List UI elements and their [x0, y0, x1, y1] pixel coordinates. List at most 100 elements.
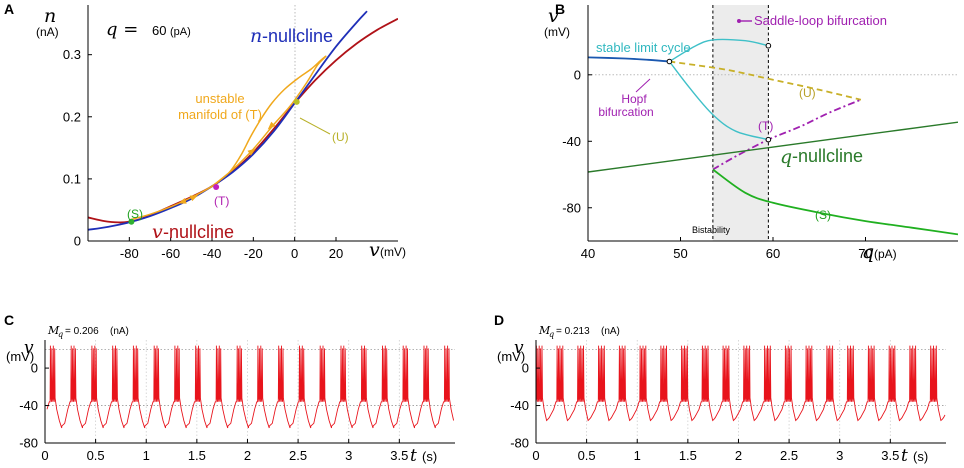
y-axis-unit: (nA) [36, 25, 59, 39]
x-tick-label: -80 [120, 246, 139, 261]
mq-symbol: M [538, 324, 551, 337]
x-tick-label: 1.5 [679, 448, 697, 463]
label-t: (T) [214, 194, 229, 208]
x-axis-unit: (mV) [380, 245, 406, 259]
mq-value: = 0.206 [65, 326, 99, 337]
x-axis-unit: (s) [913, 449, 928, 464]
q-value: 60 [152, 23, 166, 38]
label-u: (U) [332, 130, 349, 144]
equilibrium-point-s [128, 218, 135, 225]
saddle-loop-label: Saddle-loop bifurcation [754, 13, 887, 28]
unstable-manifold-label-line1: unstable [195, 91, 244, 106]
label-u: (U) [799, 86, 816, 100]
manifold-arrow [267, 121, 276, 130]
x-tick-label: 3 [345, 448, 352, 463]
x-axis-symbol: v [369, 239, 380, 261]
x-tick-label: 0 [41, 448, 48, 463]
mq-unit: (nA) [601, 326, 620, 337]
x-tick-label: 1.5 [188, 448, 206, 463]
y-tick-label: 0 [31, 361, 38, 376]
panel-d: D 0 0.5 1 1.5 2 2.5 3 3.5 -80 -40 0 v (mV) t (s) M… [494, 312, 946, 466]
x-tick-label: 60 [766, 246, 780, 261]
panel-letter-c: C [4, 312, 14, 328]
mq-symbol: M [47, 324, 60, 337]
bifurcation-points [666, 42, 772, 143]
y-tick-label: -80 [19, 436, 38, 451]
unstable-manifold-of-t-curve [129, 55, 327, 221]
panel-c: C 0 0.5 1 1.5 2 2.5 3 3.5 -80 -40 0 v (mV) t (s) M… [4, 312, 455, 466]
label-s: (S) [815, 208, 831, 222]
y-tick-label: 0 [74, 234, 81, 249]
equilibrium-points [128, 98, 300, 225]
n-nullcline-curve [88, 10, 368, 231]
y-axis-symbol: v [548, 5, 559, 27]
saddle-loop-bifurcation-point [765, 136, 772, 143]
v-nullcline-label: -nullcline [163, 222, 234, 242]
y-tick-label: 0.3 [63, 47, 81, 62]
label-s: (S) [127, 207, 143, 221]
axis-ticks: 0 0.5 1 1.5 2 2.5 3 3.5 -80 -40 0 [510, 361, 899, 463]
bistability-label: Bistability [692, 225, 731, 235]
x-tick-label: 3 [836, 448, 843, 463]
stable-equilibrium-upper-curve [588, 56, 670, 63]
y-tick-label: 0 [574, 67, 581, 82]
y-tick-label: -40 [562, 134, 581, 149]
x-tick-label: 1 [634, 448, 641, 463]
panel-letter-b: B [555, 1, 565, 17]
q-nullcline-curve [588, 121, 958, 173]
x-tick-label: 2 [244, 448, 251, 463]
saddle-loop-arrow-head [737, 19, 741, 23]
q-unit: (pA) [170, 26, 191, 38]
hopf-label-line1: Hopf [621, 92, 647, 106]
v-nullcline-symbol: v [152, 221, 163, 243]
q-symbol: q = [106, 19, 138, 40]
y-tick-label: 0.2 [63, 109, 81, 124]
x-tick-label: 2 [735, 448, 742, 463]
manifold-arrow [189, 195, 199, 202]
voltage-trace [535, 345, 946, 422]
equilibrium-point-u [293, 98, 300, 105]
panel-letter-d: D [494, 312, 504, 328]
panel-letter-a: A [4, 1, 14, 17]
y-tick-label: -40 [19, 398, 38, 413]
y-axis-unit: (mV) [6, 349, 34, 364]
x-tick-label: 2.5 [780, 448, 798, 463]
x-axis-symbol: t [901, 446, 908, 466]
x-axis-symbol: t [410, 446, 417, 466]
panel-b: B 40 50 60 70 -80 -40 0 v (mV) q (pA) stable l… [544, 1, 958, 263]
label-t: (T) [758, 119, 773, 133]
mq-value: = 0.213 [556, 326, 590, 337]
y-tick-label: 0.1 [63, 171, 81, 186]
x-tick-label: 20 [329, 246, 343, 261]
limit-cycle-label: stable limit cycle [596, 40, 691, 55]
x-tick-label: 3.5 [881, 448, 899, 463]
x-tick-label: 2.5 [289, 448, 307, 463]
manifold-arrow [178, 197, 187, 204]
x-axis-unit: (pA) [874, 247, 897, 261]
unstable-manifold-label-line2: manifold of (T) [178, 107, 262, 122]
y-axis-symbol: n [44, 5, 56, 27]
q-nullcline-label: -nullcline [792, 146, 863, 166]
x-tick-label: -40 [203, 246, 222, 261]
y-axis-unit: (mV) [544, 25, 570, 39]
hopf-leader [635, 78, 651, 93]
limit-cycle-end-upper-point [765, 42, 772, 49]
manifold-arrow [247, 148, 256, 156]
membrane-potential-trace [535, 345, 946, 422]
x-tick-label: 0.5 [87, 448, 105, 463]
hopf-bifurcation-point [666, 58, 673, 65]
x-tick-label: 0.5 [578, 448, 596, 463]
y-axis-symbol: v [24, 338, 34, 358]
mq-unit: (nA) [110, 326, 129, 337]
x-tick-label: 0 [532, 448, 539, 463]
y-axis-symbol: v [514, 338, 524, 358]
n-nullcline-label: -nullcline [262, 26, 333, 46]
time-grid [536, 340, 946, 443]
x-axis-unit: (s) [422, 449, 437, 464]
y-axis-unit: (mV) [497, 349, 525, 364]
x-tick-label: 40 [581, 246, 595, 261]
stable-equilibrium-s-curve [712, 168, 958, 236]
voltage-trace [46, 345, 455, 429]
stable-limit-cycle-min-curve [668, 61, 769, 141]
